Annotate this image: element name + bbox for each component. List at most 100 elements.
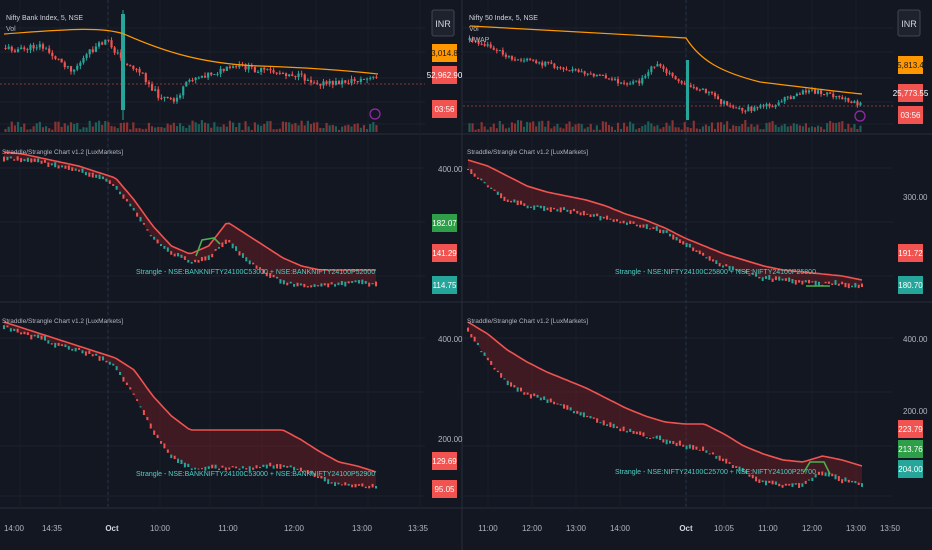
nifty-index-candle	[677, 79, 680, 82]
bank-index-volume-bar	[63, 123, 66, 132]
nifty-strangle-candle	[851, 480, 854, 483]
bank-strangle-candle	[23, 331, 26, 335]
nifty-strangle-candle	[599, 422, 602, 424]
nifty-index-candle	[623, 82, 626, 84]
bank-straddle-candle	[71, 167, 74, 171]
bank-index-volume-bar	[322, 128, 325, 132]
bank-index-candle	[331, 80, 334, 85]
nifty-index-volume-bar	[647, 121, 650, 132]
bank-index-volume-bar	[54, 121, 57, 132]
bank-straddle-candle	[344, 281, 347, 287]
nifty-index-volume-bar	[623, 122, 626, 132]
bank-index-volume-bar	[247, 126, 250, 132]
nifty-index-candle	[516, 59, 520, 61]
nifty-strangle-candle	[715, 456, 718, 459]
nifty-straddle-candle	[549, 207, 552, 212]
nifty-strangle-candle	[606, 424, 609, 426]
nifty-strangle-candle	[652, 437, 655, 439]
nifty-straddle-candle	[486, 185, 489, 188]
nifty-index-candle	[804, 90, 807, 93]
bank-index-ema-line	[3, 28, 379, 75]
nifty-straddle-candle	[672, 234, 675, 240]
nifty-index-candle	[716, 96, 720, 100]
bank-index-volume-bar	[169, 124, 172, 132]
bank-index-volume-bar	[150, 126, 154, 132]
bank-index-volume-bar	[319, 127, 322, 132]
bank-index-candle	[359, 78, 362, 83]
nifty-index-candle	[859, 102, 862, 106]
bank-index-price-tag-label: 53,014.85	[427, 49, 463, 58]
nifty-index-volume-bar	[726, 121, 729, 132]
nifty-straddle-candle	[493, 189, 496, 191]
bank-straddle-series-label: Strangle - NSE:BANKNIFTY24100C53000 + NS…	[136, 269, 375, 276]
nifty-strangle-candle	[649, 437, 652, 439]
bank-straddle-candle	[221, 242, 224, 248]
nifty-index-volume-bar	[589, 123, 592, 132]
nifty-index-candle	[829, 92, 832, 94]
bank-strangle-candle	[371, 483, 374, 488]
bank-strangle-candle	[71, 348, 74, 351]
bank-index-candle	[316, 82, 319, 84]
bank-straddle-candle	[108, 180, 111, 184]
bank-straddle-candle	[272, 274, 275, 278]
bank-index-volume-bar	[250, 129, 253, 132]
nifty-strangle-candle	[791, 483, 794, 487]
bank-strangle-candle	[272, 465, 275, 469]
bank-strangle-candle	[33, 334, 36, 337]
nifty-straddle-candle	[857, 284, 860, 289]
nifty-index-candle	[650, 66, 653, 73]
bank-straddle-candle	[235, 246, 238, 251]
currency-label-left[interactable]: INR	[435, 19, 451, 29]
bank-index-candle	[362, 78, 366, 80]
bank-straddle-candle	[289, 281, 292, 284]
bank-index-volume-bar	[129, 129, 132, 132]
bank-strangle-upper-line	[3, 321, 377, 473]
nifty-index-candle	[523, 60, 526, 62]
bank-strangle-candle	[344, 482, 347, 486]
nifty-strangle-candle	[705, 450, 708, 453]
nifty-index-candle	[816, 90, 820, 94]
bank-strangle-candle	[357, 484, 360, 486]
nifty-index-volume-bar	[474, 129, 477, 132]
nifty-index-price-tag	[898, 84, 923, 102]
nifty-strangle-band	[468, 322, 862, 486]
nifty-index-volume-bar	[565, 123, 568, 132]
nifty-index-volume-bar	[683, 122, 686, 132]
nifty-straddle-candle	[761, 277, 764, 281]
bank-index-candle	[79, 62, 82, 66]
nifty-strangle-candle	[788, 483, 791, 486]
bank-index-volume-bar	[197, 124, 200, 132]
nifty-strangle-candle	[602, 420, 605, 426]
bank-index-volume-bar	[316, 122, 319, 132]
currency-label-right[interactable]: INR	[901, 19, 917, 29]
nifty-strangle-candle	[490, 361, 493, 365]
nifty-index-candle	[835, 95, 838, 98]
nifty-strangle-candle	[493, 367, 496, 370]
nifty-index-candle	[483, 44, 486, 46]
bank-straddle-candle	[310, 285, 313, 288]
nifty-index-candle	[735, 107, 738, 109]
bank-straddle-candle	[306, 286, 309, 288]
bank-index-candle	[325, 81, 328, 84]
bank-index-candle	[188, 79, 191, 82]
nifty-strangle-candle	[685, 445, 688, 450]
nifty-index-candle	[692, 86, 695, 88]
bank-strangle-candle	[43, 335, 46, 341]
bank-index-candle	[150, 84, 154, 91]
nifty-index-candle	[747, 106, 750, 112]
bank-straddle-candle	[252, 262, 255, 265]
nifty-index-title: Nifty 50 Index, 5, NSE	[469, 15, 538, 22]
bank-strangle-candle	[375, 485, 377, 489]
nifty-index-candle	[568, 70, 571, 72]
nifty-strangle-candle	[814, 474, 817, 478]
bank-index-candle	[350, 79, 353, 84]
nifty-straddle-candle	[705, 257, 708, 259]
bank-index-volume-bar	[256, 124, 260, 132]
bank-index-candle	[48, 48, 51, 53]
nifty-strangle-candle	[615, 426, 618, 429]
bank-straddle-candle	[33, 158, 36, 162]
nifty-strangle-candle	[642, 432, 645, 437]
bank-straddle-candle	[177, 252, 180, 257]
x-axis-tick-left: 11:00	[218, 524, 238, 533]
nifty-strangle-candle	[549, 398, 552, 403]
